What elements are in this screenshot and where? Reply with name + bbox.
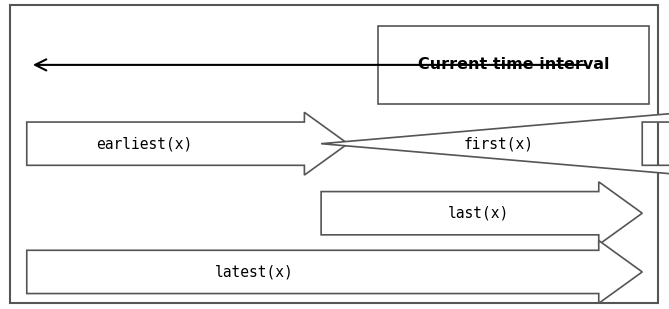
Polygon shape	[27, 240, 642, 303]
Text: last(x): last(x)	[448, 206, 509, 221]
Polygon shape	[321, 182, 642, 245]
Polygon shape	[27, 112, 348, 175]
Text: Current time interval: Current time interval	[417, 57, 609, 72]
Text: earliest(x): earliest(x)	[96, 136, 192, 151]
Polygon shape	[321, 112, 669, 175]
Text: latest(x): latest(x)	[215, 265, 294, 279]
Bar	[378, 26, 649, 104]
Text: first(x): first(x)	[464, 136, 533, 151]
